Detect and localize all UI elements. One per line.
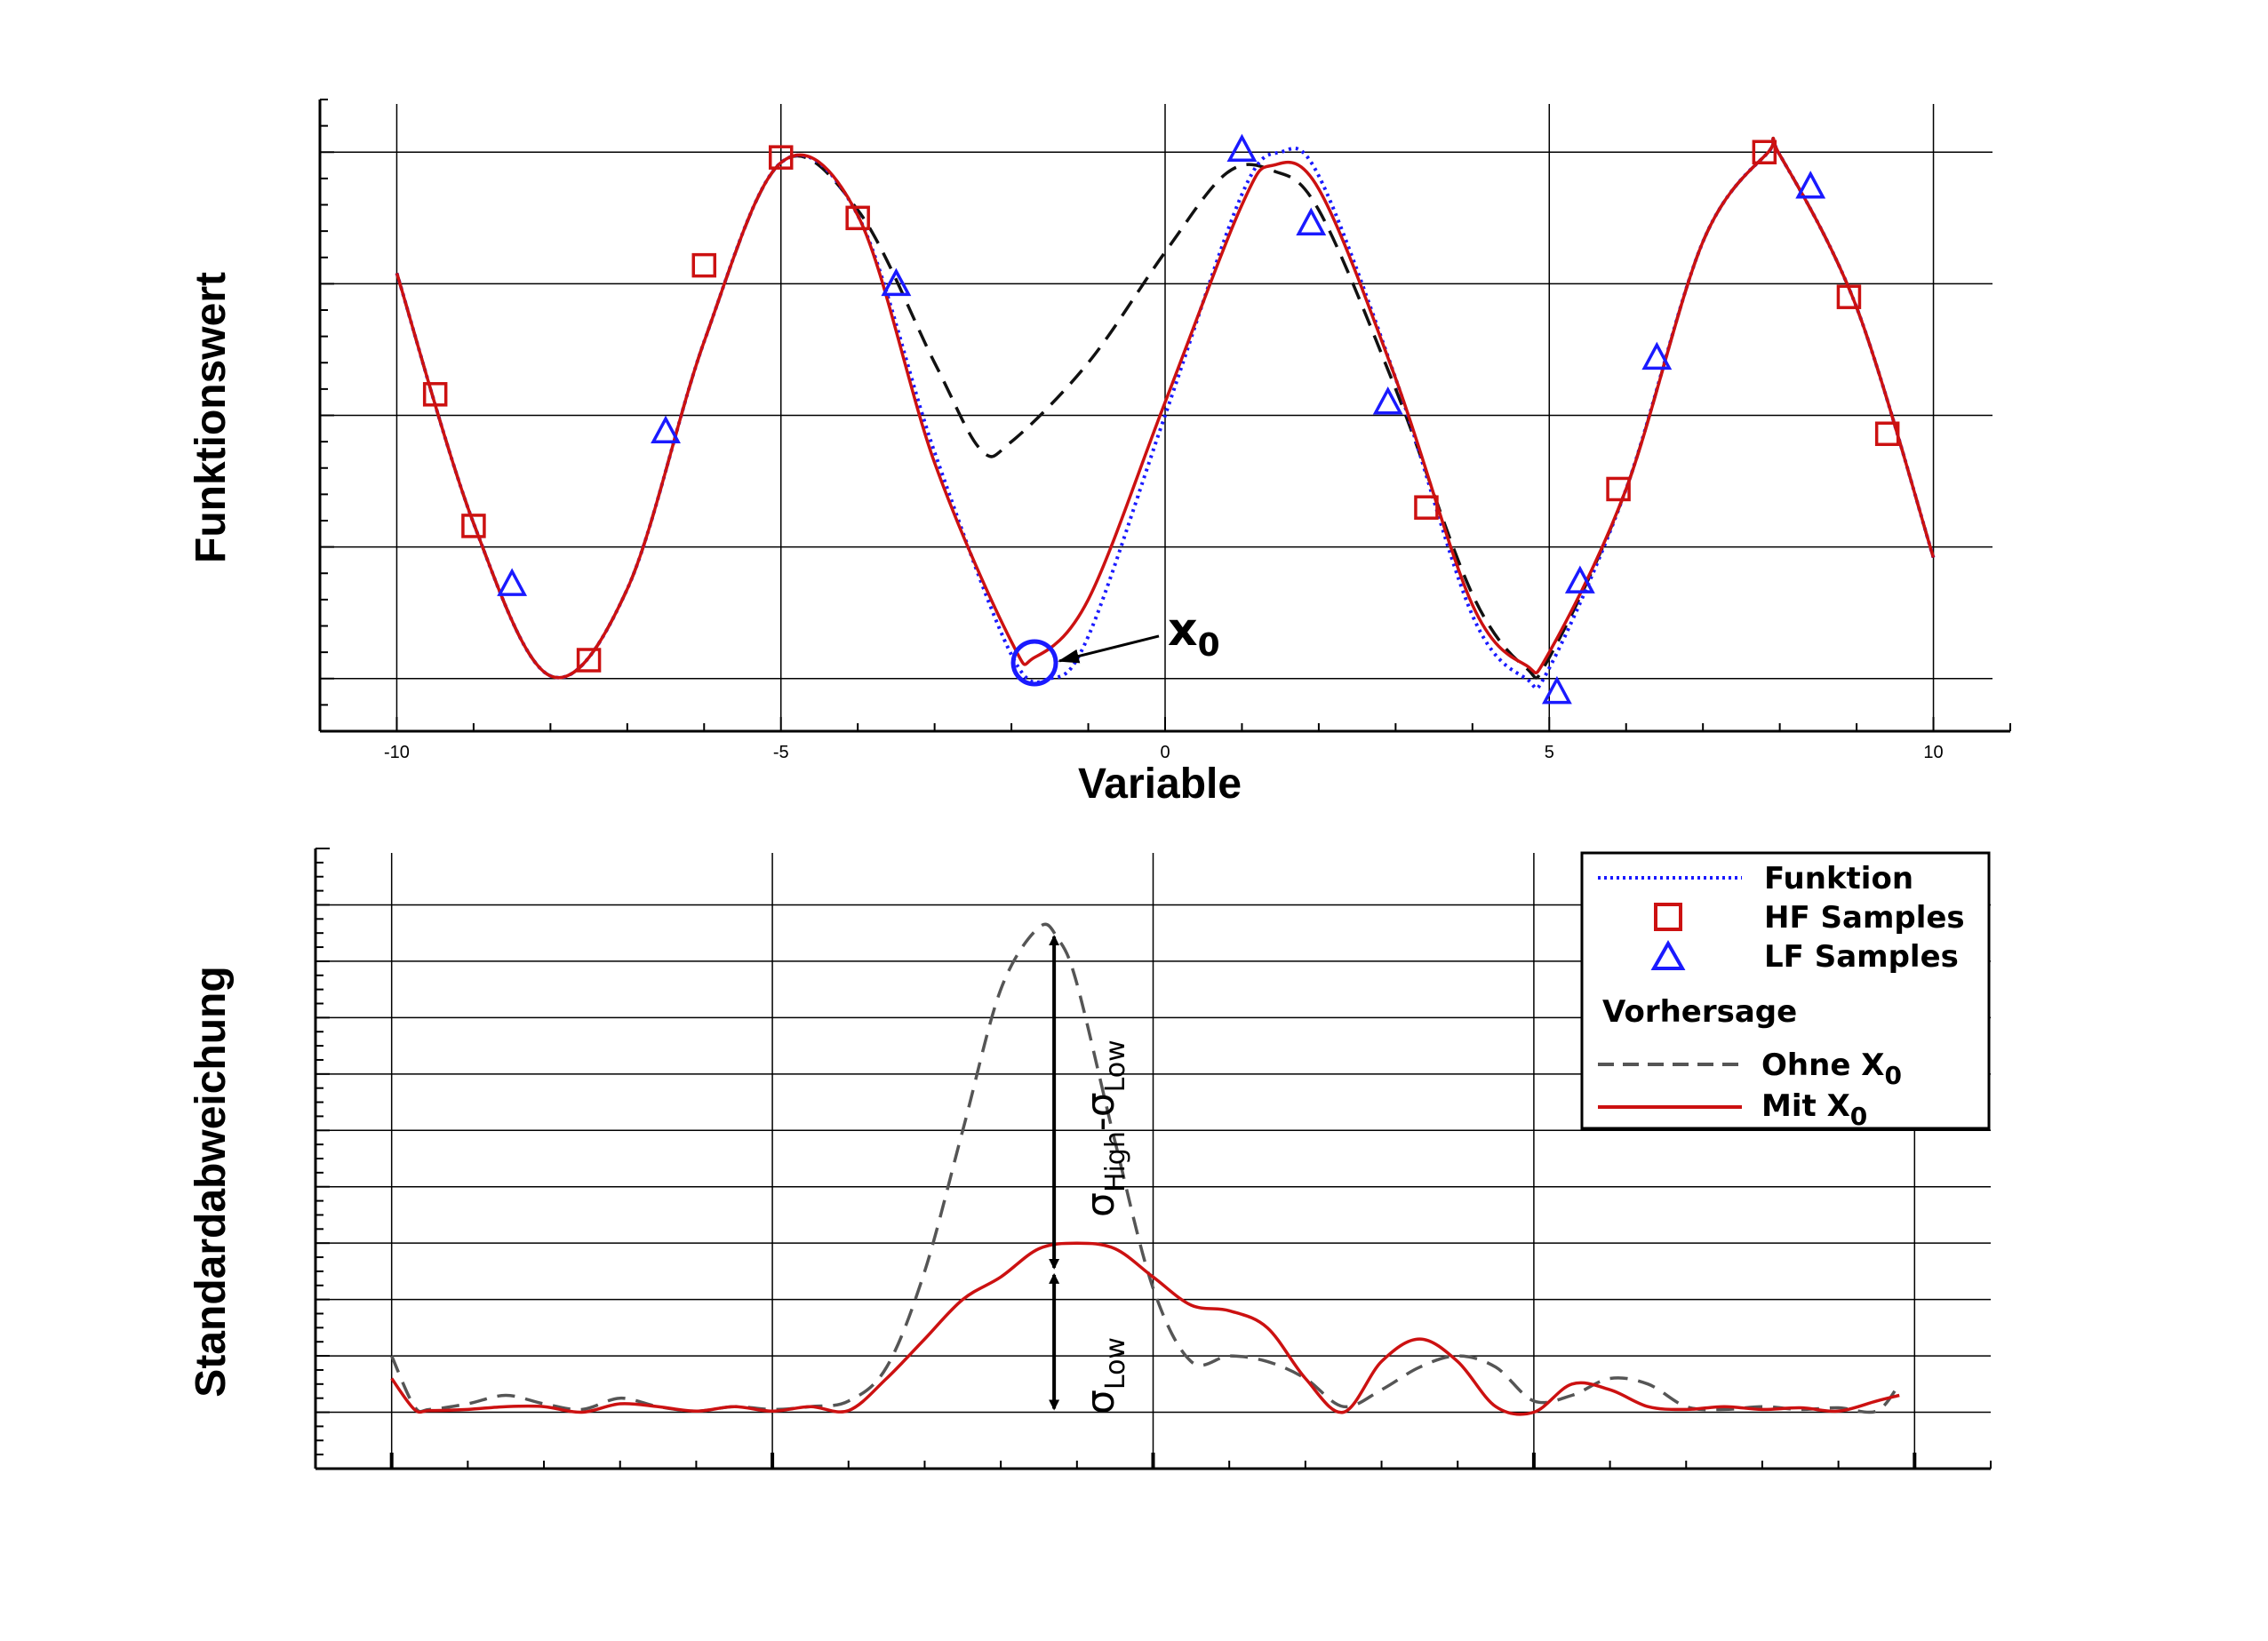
top-xtick-label: 5 (1545, 743, 1554, 762)
bottom-ylabel: Standardabweichung (188, 966, 235, 1397)
legend-heading: Vorhersage (1602, 994, 1797, 1030)
hf-sample-marker (768, 145, 794, 170)
x0-annotation: x0 (1010, 603, 1220, 687)
legend-box (1580, 851, 1991, 1130)
hf-sample-marker (691, 252, 717, 278)
top-xtick-label: 0 (1160, 743, 1170, 762)
bottom-series-mit-x0 (390, 1241, 1900, 1416)
lf-sample-marker (1226, 133, 1258, 163)
top-panel: -10 -5 0 5 10 x0 Variable Funktionswert (188, 99, 2011, 808)
hf-sample-marker (1874, 421, 1900, 446)
bottom-series-ohne-x0 (390, 922, 1901, 1414)
lf-sample-marker (1372, 386, 1403, 415)
bottom-series (390, 922, 1901, 1416)
top-axes (318, 99, 2011, 733)
sigma-diff-label: σHigh-σLow (1078, 1040, 1131, 1217)
top-series-mit-x0 (395, 136, 1936, 680)
top-series (395, 136, 1936, 690)
hf-sample-marker (576, 648, 602, 673)
sigma-annotations: σHigh-σLow σLow (1049, 935, 1131, 1414)
legend: Funktion HF Samples LF Samples Vorhersag… (1580, 851, 1991, 1131)
legend-funktion-label: Funktion (1764, 861, 1913, 896)
x0-arrow (1058, 634, 1160, 664)
hf-sample-marker (422, 382, 448, 407)
hf-sample-marker (1836, 284, 1862, 309)
top-grid (320, 104, 1992, 731)
top-xtick-label: -5 (773, 743, 789, 762)
lf-sample-marker (881, 267, 912, 297)
hf-sample-marker (461, 514, 486, 538)
legend-hf-marker (1654, 903, 1682, 931)
top-markers (422, 133, 1900, 705)
legend-mit-label: Mit X0 (1761, 1088, 1867, 1131)
lf-sample-marker (1564, 565, 1595, 593)
legend-ohne-label: Ohne X0 (1761, 1048, 1902, 1090)
lf-sample-marker (497, 568, 528, 596)
top-xtick-label: 10 (1923, 743, 1943, 762)
sigma-low-label: σLow (1078, 1337, 1131, 1414)
x0-label: x0 (1168, 603, 1220, 664)
top-x-tick-labels: -10 -5 0 5 10 (384, 743, 1944, 762)
top-xtick-label: -10 (384, 743, 410, 762)
lf-sample-marker (1641, 341, 1673, 370)
lf-sample-marker (1541, 675, 1572, 705)
legend-lf-label: LF Samples (1764, 939, 1959, 975)
bottom-axes (314, 848, 1992, 1470)
hf-sample-marker (1752, 139, 1777, 164)
hf-sample-marker (1414, 495, 1439, 520)
hf-sample-marker (1606, 476, 1631, 502)
x0-circle (1010, 639, 1058, 687)
hf-sample-marker (845, 205, 870, 231)
legend-lf-marker (1650, 939, 1686, 970)
lf-sample-marker (651, 415, 681, 444)
lf-sample-marker (1795, 171, 1826, 199)
lf-sample-marker (1296, 207, 1327, 235)
top-ylabel: Funktionswert (188, 272, 235, 563)
legend-hf-label: HF Samples (1764, 900, 1965, 936)
bottom-panel: σHigh-σLow σLow Standardabweichung Funkt… (188, 848, 1992, 1470)
top-xlabel: Variable (1078, 761, 1242, 808)
